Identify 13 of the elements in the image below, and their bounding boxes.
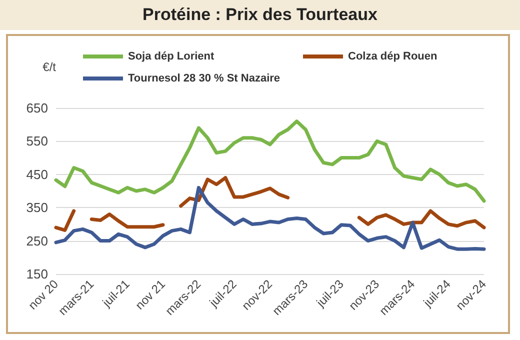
y-tick-label: 650 bbox=[26, 100, 48, 116]
y-tick-label: 250 bbox=[26, 233, 48, 248]
y-tick-label: 150 bbox=[26, 266, 48, 282]
y-tick-label: 350 bbox=[26, 200, 48, 216]
legend-label: Soja dép Lorient bbox=[128, 50, 215, 62]
y-tick-label: 550 bbox=[26, 134, 48, 149]
legend-label: Tournesol 28 30 % St Nazaire bbox=[128, 72, 280, 84]
y-axis-title: €/t bbox=[42, 60, 57, 74]
line-series bbox=[54, 120, 486, 203]
y-tick-label: 450 bbox=[26, 166, 48, 182]
legend-label: Colza dép Rouen bbox=[348, 50, 438, 62]
chart-title: Protéine : Prix des Tourteaux bbox=[0, 0, 520, 30]
line-series bbox=[54, 186, 486, 251]
